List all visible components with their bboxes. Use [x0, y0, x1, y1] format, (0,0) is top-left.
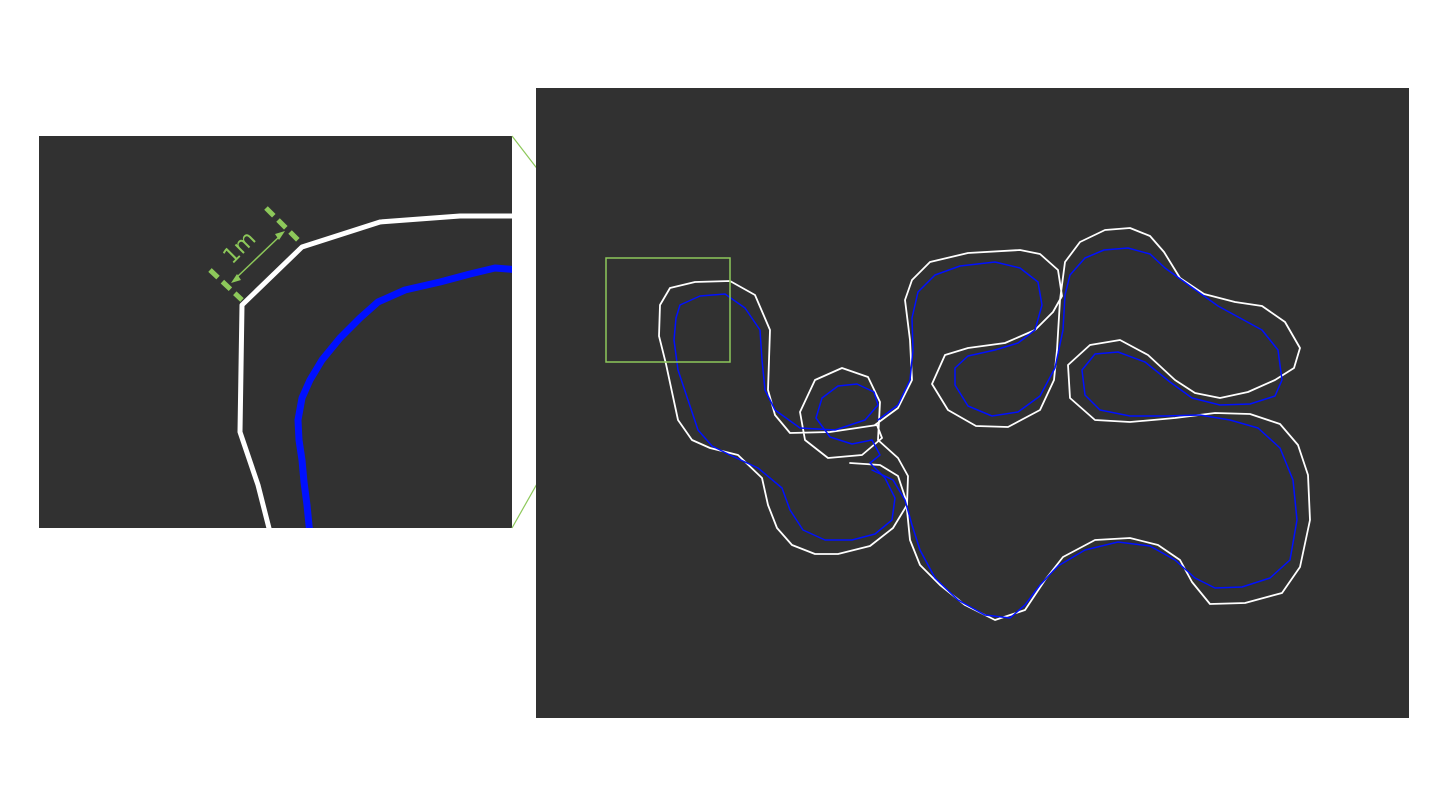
boundary-middle-loop [849, 227, 1311, 621]
zoom-trajectory-line [294, 264, 512, 528]
trajectory-line-outer [871, 247, 1298, 619]
scale-arrow-line [235, 235, 281, 279]
main-panel-background [536, 88, 1409, 718]
zoom-panel-background [39, 136, 512, 528]
scale-arrowhead-start [231, 274, 241, 283]
scale-arrowhead-end [275, 231, 285, 240]
boundary-left-loop [658, 280, 909, 555]
scale-tick-inner [264, 206, 302, 244]
zoom-boundary-line [237, 213, 512, 528]
trajectory-line [673, 293, 896, 541]
zoom-panel: 1m [39, 136, 512, 528]
scale-tick-outer [208, 268, 244, 302]
main-panel [536, 88, 1409, 718]
zoom-region-box [605, 257, 731, 363]
